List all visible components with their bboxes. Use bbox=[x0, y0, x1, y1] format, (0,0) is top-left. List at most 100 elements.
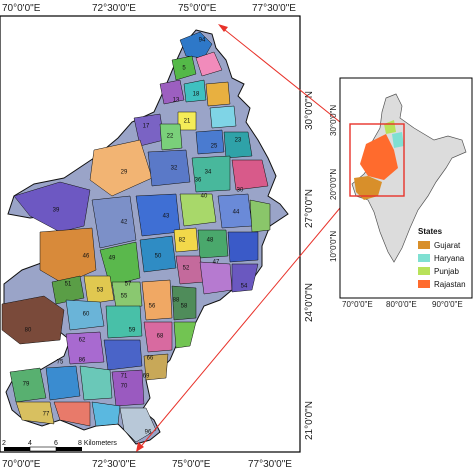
region-patch bbox=[159, 79, 185, 105]
region-patch bbox=[65, 331, 105, 365]
region-patch bbox=[139, 235, 177, 273]
top-tick-1: 70°0'0"E bbox=[2, 3, 41, 14]
region-label: 29 bbox=[121, 170, 128, 176]
region-patch bbox=[65, 299, 105, 331]
region-patch bbox=[13, 181, 91, 233]
region-patch bbox=[249, 199, 271, 233]
region-patch bbox=[175, 255, 205, 285]
region-label: 60 bbox=[83, 312, 90, 318]
scale-bar-seg bbox=[29, 446, 57, 452]
region-patch bbox=[227, 231, 259, 263]
region-patch bbox=[51, 275, 85, 305]
region-patch bbox=[143, 321, 173, 353]
region-label: 44 bbox=[233, 210, 240, 216]
region-patch bbox=[111, 369, 145, 407]
region-patch bbox=[147, 149, 191, 187]
region-label: 82 bbox=[179, 238, 186, 244]
region-label: 49 bbox=[109, 256, 116, 262]
right-tick-4: 21°0'0"N bbox=[304, 401, 315, 440]
right-tick-2: 27°0'0"N bbox=[304, 189, 315, 228]
region-label: 80 bbox=[25, 328, 32, 334]
region-patch bbox=[195, 51, 223, 77]
top-tick-2: 72°30'0"E bbox=[92, 3, 136, 14]
legend-label-rajastan: Rajastan bbox=[434, 280, 466, 289]
region-patch bbox=[1, 295, 65, 345]
inset-left-tick-1: 30°0'0"N bbox=[329, 105, 338, 136]
bottom-tick-3: 75°0'0"E bbox=[172, 459, 211, 470]
region-patch bbox=[159, 123, 183, 151]
region-label: 62 bbox=[79, 338, 86, 344]
connector-arrows bbox=[136, 24, 351, 452]
connector-arrowhead bbox=[136, 442, 144, 452]
region-label: 43 bbox=[163, 214, 170, 220]
region-patch bbox=[231, 159, 269, 191]
region-patch bbox=[111, 281, 143, 309]
top-tick-4: 77°30'0"E bbox=[252, 3, 296, 14]
region-label: 34 bbox=[205, 170, 212, 176]
connector-line bbox=[219, 25, 351, 131]
region-patch bbox=[223, 131, 253, 159]
region-patch bbox=[183, 79, 207, 103]
region-label: 75 bbox=[57, 360, 64, 366]
region-label: 5 bbox=[182, 66, 186, 72]
region-patch bbox=[119, 407, 157, 443]
legend-label-haryana: Haryana bbox=[434, 254, 465, 263]
region-patch bbox=[9, 367, 47, 403]
legend-label-gujarat: Gujarat bbox=[434, 241, 461, 250]
scale-label: 8 Kilometers bbox=[78, 440, 117, 447]
region-patch bbox=[89, 139, 153, 197]
legend-label-punjab: Punjab bbox=[434, 267, 459, 276]
region-label: 52 bbox=[183, 266, 190, 272]
region-label: 13 bbox=[173, 98, 180, 104]
region-label: 96 bbox=[145, 430, 152, 436]
region-label: 48 bbox=[207, 238, 214, 244]
region-patch bbox=[83, 275, 115, 305]
legend-swatch-punjab bbox=[418, 267, 430, 275]
legend-swatch-rajastan bbox=[418, 280, 430, 288]
region-label: 46 bbox=[83, 254, 90, 260]
region-patch bbox=[91, 401, 121, 427]
scale-bar: 2 4 6 8 Kilometers bbox=[2, 440, 117, 452]
region-patch bbox=[143, 353, 169, 381]
region-patch bbox=[105, 305, 143, 339]
region-patch bbox=[199, 261, 233, 295]
connector-line bbox=[137, 195, 351, 451]
region-label: 55 bbox=[121, 294, 128, 300]
legend-swatch-gujarat bbox=[418, 241, 430, 249]
region-label: 58 bbox=[181, 304, 188, 310]
region-label: 30 bbox=[237, 188, 244, 194]
region-label: 39 bbox=[53, 208, 60, 214]
region-label: 53 bbox=[97, 288, 104, 294]
region-patch bbox=[91, 195, 137, 249]
region-label: 42 bbox=[121, 220, 128, 226]
region-label: 32 bbox=[171, 166, 178, 172]
scale-bar-seg bbox=[56, 447, 82, 451]
region-label: 56 bbox=[149, 304, 156, 310]
region-patch bbox=[195, 129, 225, 155]
region-label: 66 bbox=[147, 356, 154, 362]
region-label: 88 bbox=[173, 298, 180, 304]
region-label: 86 bbox=[79, 358, 86, 364]
states-legend: States Gujarat Haryana Punjab Rajastan bbox=[418, 227, 466, 289]
region-patch bbox=[205, 81, 231, 107]
scale-label: 2 bbox=[2, 440, 6, 447]
scale-label: 6 bbox=[54, 440, 58, 447]
bottom-tick-4: 77°30'0"E bbox=[248, 459, 292, 470]
haryana-fill bbox=[392, 132, 404, 148]
region-label: 77 bbox=[43, 412, 50, 418]
region-label: 59 bbox=[129, 328, 136, 334]
region-label: 57 bbox=[125, 282, 132, 288]
gujarat-fill bbox=[354, 176, 382, 200]
inset-highlight-box bbox=[349, 123, 405, 197]
region-label: 23 bbox=[235, 138, 242, 144]
region-patch bbox=[171, 285, 197, 321]
region-label: 18 bbox=[193, 92, 200, 98]
legend-swatch-haryana bbox=[418, 254, 430, 262]
connector-arrowhead bbox=[218, 24, 228, 32]
region-patch bbox=[173, 227, 199, 253]
rajasthan-fill bbox=[360, 134, 398, 180]
region-label: 36 bbox=[195, 178, 202, 184]
scale-label: 4 bbox=[28, 440, 32, 447]
region-label: 70 bbox=[121, 384, 128, 390]
